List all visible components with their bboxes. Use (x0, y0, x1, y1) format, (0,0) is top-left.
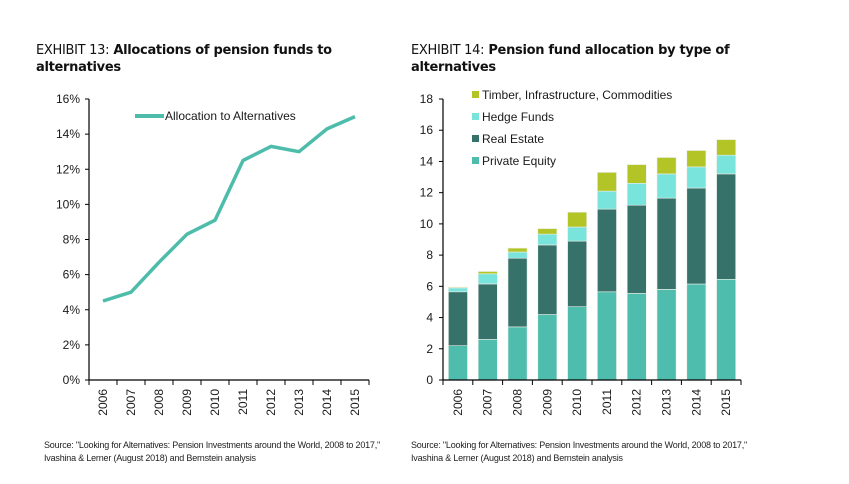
exhibit-14-source: Source: "Looking for Alternatives: Pensi… (411, 440, 748, 463)
x-tick-label: 2006 (96, 389, 110, 416)
x-tick-label: 2008 (152, 389, 166, 416)
y-tick-label: 10% (56, 197, 80, 211)
line-chart-y-tick-labels: 0% 2% 4% 6% 8% 10% 12% 14% 16% (56, 92, 80, 387)
y-tick-label: 12% (56, 162, 80, 176)
x-tick-label: 2011 (236, 389, 250, 415)
line-chart-legend: Allocation to Alternatives (135, 109, 296, 123)
line-chart-series (102, 114, 356, 303)
x-tick-label: 2009 (180, 389, 194, 416)
x-tick-label: 2007 (124, 389, 138, 416)
exhibit-14-heading: Pension fund allocation by type of alter… (411, 43, 730, 75)
y-tick-label: 4% (63, 303, 81, 317)
y-tick-label: 14% (56, 127, 80, 141)
line-chart-x-tick-labels: 2006 2007 2008 2009 2010 2011 2012 2013 2014 2015 (96, 389, 362, 416)
x-tick-label: 2014 (320, 389, 334, 416)
exhibit-14-title: EXHIBIT 14: Pension fund allocation by t… (411, 42, 741, 76)
x-tick-label: 2012 (264, 389, 278, 416)
legend-label-allocation: Allocation to Alternatives (165, 109, 296, 123)
x-tick-label: 2015 (348, 389, 362, 416)
line-chart-axes (85, 98, 370, 385)
exhibit-13-label: EXHIBIT 13: (36, 43, 110, 58)
exhibit-13-title: EXHIBIT 13: Allocations of pension funds… (36, 42, 366, 76)
exhibit-14-label: EXHIBIT 14: (411, 43, 485, 58)
y-tick-label: 16% (56, 92, 80, 106)
x-tick-label: 2013 (292, 389, 306, 416)
series-line-allocation (102, 114, 356, 303)
y-tick-label: 2% (63, 338, 81, 352)
y-tick-label: 6% (63, 268, 81, 282)
y-tick-label: 0% (63, 373, 81, 387)
exhibit-13-heading: Allocations of pension funds to alternat… (36, 43, 332, 75)
x-tick-label: 2010 (208, 389, 222, 416)
exhibit-13-source: Source: "Looking for Alternatives: Pensi… (44, 440, 381, 463)
y-tick-label: 8% (63, 233, 81, 247)
